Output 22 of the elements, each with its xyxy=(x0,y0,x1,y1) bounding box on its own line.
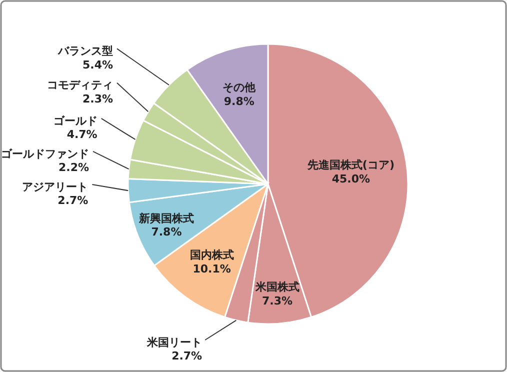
slice-label: 米国株式 xyxy=(254,280,300,294)
slice-label: その他 xyxy=(222,81,257,94)
data-label: 2.2% xyxy=(58,161,90,174)
data-label: 2.7% xyxy=(58,194,88,208)
slice-label: 先進国株式(コア) xyxy=(306,158,394,172)
data-label: 4.7% xyxy=(66,128,98,142)
data-label: 7.3% xyxy=(262,294,293,308)
slice-label: コモディティ xyxy=(47,78,113,92)
slice-label: アジアリート xyxy=(22,180,88,194)
slice-label: ゴールド xyxy=(53,114,98,128)
data-label: 2.7% xyxy=(172,350,202,363)
data-label: 7.8% xyxy=(151,226,182,239)
data-label: 45.0% xyxy=(332,172,370,186)
slice-label: ゴールドファンド xyxy=(1,147,90,160)
slice-label: 新興国株式 xyxy=(138,212,194,225)
slice-label: 米国リート xyxy=(146,336,202,349)
data-label: 5.4% xyxy=(82,58,113,72)
data-label: 9.8% xyxy=(224,94,254,108)
slice-label: バランス型 xyxy=(57,44,113,58)
slice-label: 国内株式 xyxy=(190,248,234,262)
data-label: 10.1% xyxy=(192,262,231,276)
data-label: 2.3% xyxy=(82,92,113,106)
